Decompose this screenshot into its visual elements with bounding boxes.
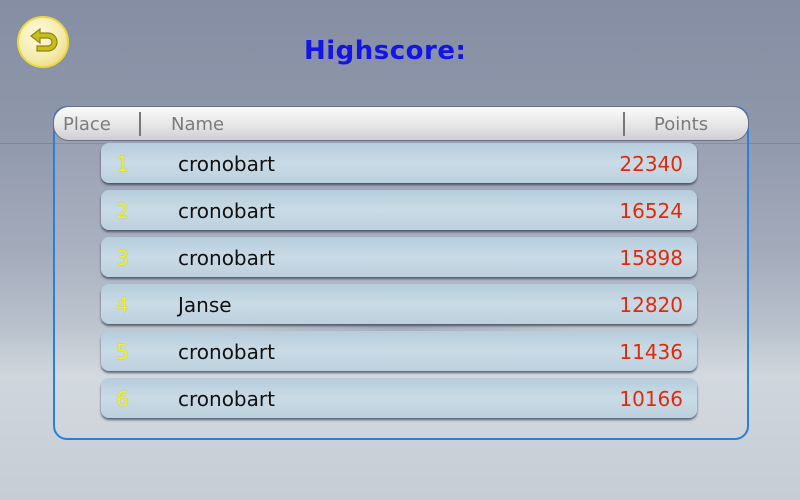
header-divider: [623, 112, 625, 136]
page-title: Highscore:: [304, 36, 467, 66]
row-points: 15898: [619, 246, 683, 270]
row-name: cronobart: [178, 152, 275, 176]
row-place: 1: [116, 152, 129, 176]
row-name: cronobart: [178, 387, 275, 411]
row-points: 16524: [619, 199, 683, 223]
row-name: cronobart: [178, 246, 275, 270]
header-name: Name: [171, 114, 225, 135]
table-row[interactable]: 1 cronobart 22340: [101, 143, 697, 183]
row-name: Janse: [178, 293, 232, 317]
header-place: Place: [63, 114, 111, 135]
table-row[interactable]: 2 cronobart 16524: [101, 190, 697, 230]
table-row[interactable]: 4 Janse 12820: [101, 284, 697, 324]
back-arrow-icon: [30, 27, 58, 52]
row-points: 12820: [619, 293, 683, 317]
row-place: 5: [116, 340, 129, 364]
table-row[interactable]: 5 cronobart 11436: [101, 331, 697, 371]
row-points: 11436: [619, 340, 683, 364]
table-row[interactable]: 6 cronobart 10166: [101, 378, 697, 418]
row-place: 2: [116, 199, 129, 223]
row-name: cronobart: [178, 340, 275, 364]
row-points: 22340: [619, 152, 683, 176]
back-button[interactable]: [17, 16, 69, 68]
row-points: 10166: [619, 387, 683, 411]
table-header: Place Name Points: [53, 106, 749, 141]
row-name: cronobart: [178, 199, 275, 223]
header-points: Points: [654, 114, 709, 135]
header-divider: [139, 112, 141, 136]
row-place: 3: [116, 246, 129, 270]
row-place: 4: [116, 293, 129, 317]
table-row[interactable]: 3 cronobart 15898: [101, 237, 697, 277]
row-place: 6: [116, 387, 129, 411]
